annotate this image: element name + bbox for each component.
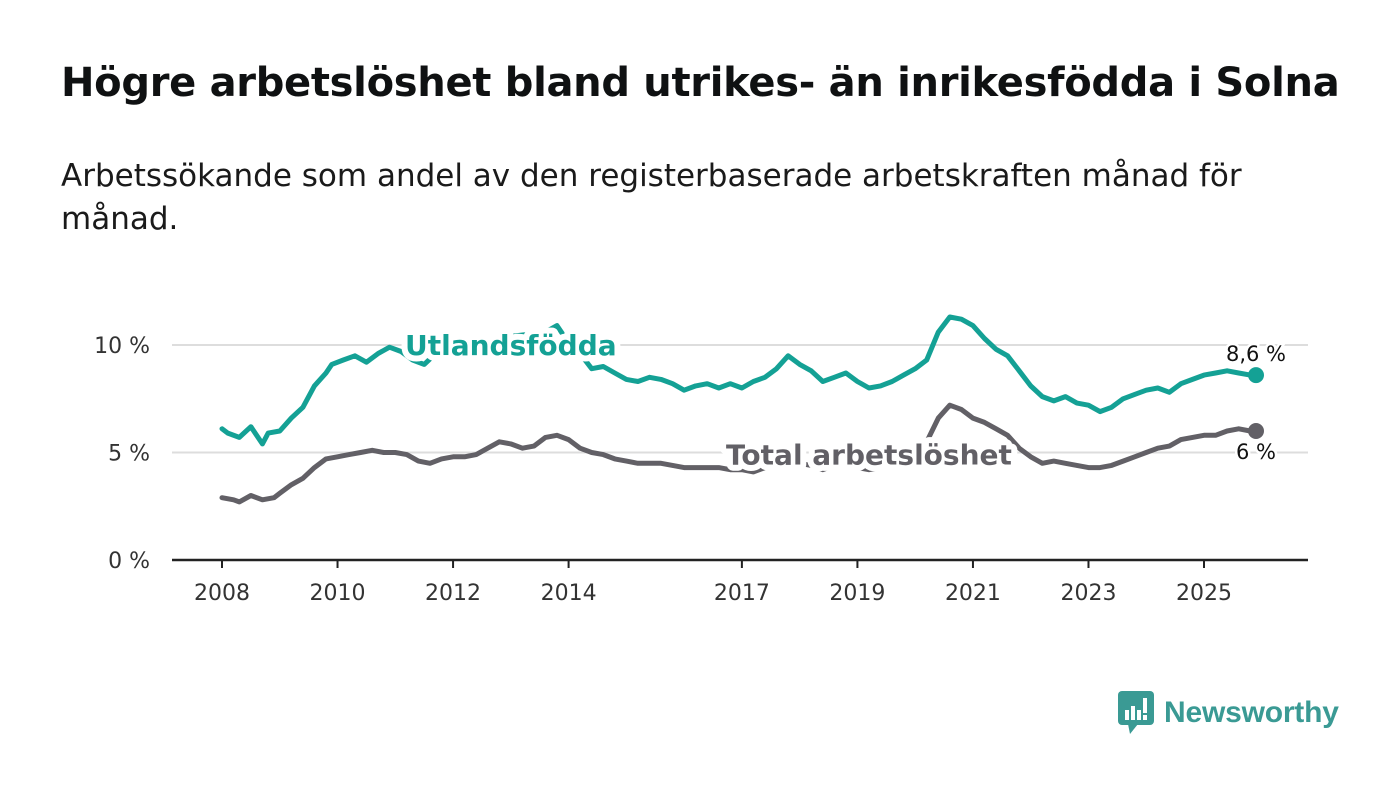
page-title: Högre arbetslöshet bland utrikes- än inr… bbox=[61, 60, 1340, 106]
newsworthy-logo: Newsworthy bbox=[1118, 690, 1339, 736]
series-line-utlandsfodda bbox=[219, 314, 1259, 447]
axes: 0 % 5 % 10 % 2008 2010 2012 2014 2017 2019 2021 20… bbox=[94, 334, 1308, 606]
end-marker-total-arbetsloshet bbox=[1248, 423, 1264, 439]
x-tick-label: 2021 bbox=[945, 581, 1001, 606]
series-line-total-arbetsloshet bbox=[219, 402, 1259, 505]
x-tick-label: 2014 bbox=[541, 581, 597, 606]
x-tick-label: 2019 bbox=[829, 581, 885, 606]
line-chart: 8,6 % 6 % Utlandsfödda Total arbetslöshet 0… bbox=[94, 314, 1308, 606]
x-tick-label: 2025 bbox=[1176, 581, 1232, 606]
x-tick-label: 2023 bbox=[1060, 581, 1116, 606]
page-subtitle: Arbetssökande som andel av den registerb… bbox=[61, 158, 1242, 237]
newsworthy-logo-icon bbox=[1118, 691, 1154, 734]
y-tick-label: 0 % bbox=[108, 549, 150, 574]
labels: 8,6 % 6 % Utlandsfödda Total arbetslöshet bbox=[399, 323, 1289, 478]
y-tick-label: 10 % bbox=[94, 334, 150, 359]
x-tick-label: 2017 bbox=[714, 581, 770, 606]
series-annotation-utlandsfodda: Utlandsfödda bbox=[405, 329, 617, 362]
newsworthy-logo-text: Newsworthy bbox=[1164, 696, 1339, 729]
x-tick-label: 2010 bbox=[310, 581, 366, 606]
end-value-label-total-arbetsloshet: 6 % bbox=[1236, 440, 1276, 464]
x-tick-label: 2008 bbox=[194, 581, 250, 606]
end-marker-utlandsfodda bbox=[1248, 367, 1264, 384]
end-markers bbox=[1248, 367, 1264, 439]
series-lines bbox=[219, 314, 1259, 505]
series-annotation-total-arbetsloshet: Total arbetslöshet bbox=[726, 439, 1012, 472]
end-value-label-utlandsfodda: 8,6 % bbox=[1226, 342, 1286, 366]
y-tick-label: 5 % bbox=[108, 442, 150, 467]
x-tick-label: 2012 bbox=[425, 581, 481, 606]
